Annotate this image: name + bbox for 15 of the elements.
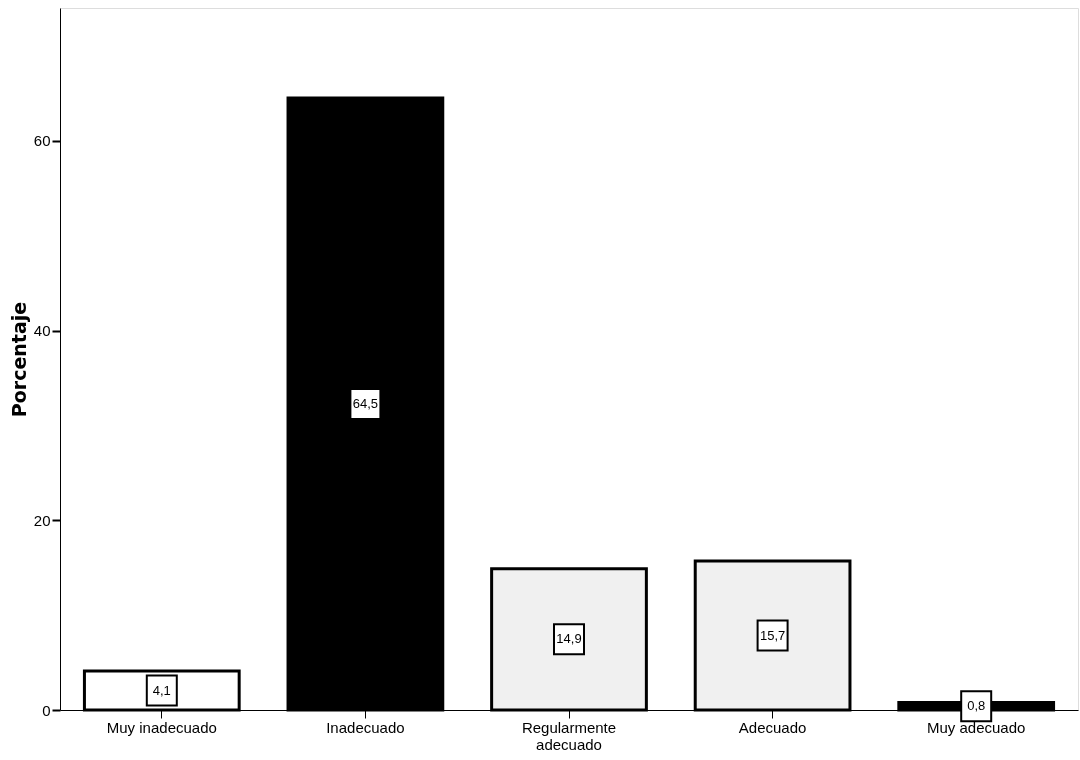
y-tick-label: 0 bbox=[42, 701, 51, 719]
x-tick-label: Regularmente adecuado bbox=[521, 718, 617, 753]
data-label: 14,9 bbox=[556, 631, 582, 647]
data-label: 0,8 bbox=[967, 698, 986, 714]
x-tick-label: Muy adecuado bbox=[927, 718, 1026, 736]
data-label: 64,5 bbox=[352, 396, 379, 412]
y-tick-label: 40 bbox=[33, 322, 51, 340]
y-tick-label: 60 bbox=[33, 132, 51, 150]
data-label: 15,7 bbox=[759, 627, 786, 643]
x-tick-label: Muy inadecuado bbox=[106, 718, 217, 736]
data-label: 4,1 bbox=[152, 682, 171, 698]
y-tick-label: 20 bbox=[33, 511, 51, 529]
y-axis-title: Porcentaje bbox=[7, 301, 30, 418]
x-tick-label: Inadecuado bbox=[326, 718, 405, 736]
x-tick-label: Adecuado bbox=[738, 718, 807, 736]
